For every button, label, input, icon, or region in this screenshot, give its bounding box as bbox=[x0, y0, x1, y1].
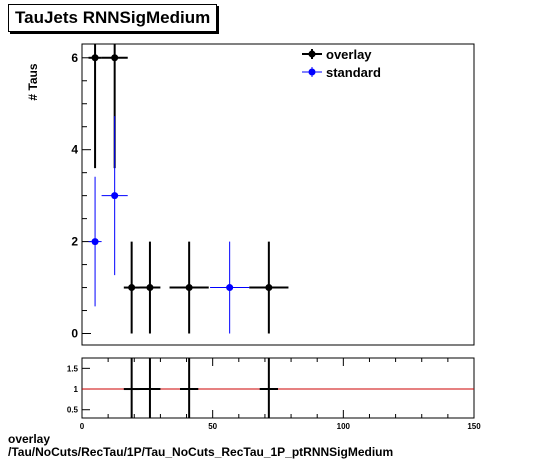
overlay-marker bbox=[146, 284, 154, 292]
footer-line-1: overlay bbox=[8, 432, 51, 446]
y-tick-label: 0 bbox=[71, 327, 78, 341]
main-data-marks bbox=[88, 44, 289, 334]
legend-marker bbox=[308, 50, 316, 58]
ratio-y-tick-label: 1.5 bbox=[67, 364, 79, 373]
legend-label: standard bbox=[326, 65, 381, 80]
main-plot-frame bbox=[81, 43, 475, 346]
y-tick-label: 6 bbox=[71, 51, 78, 65]
ratio-point bbox=[123, 358, 140, 418]
legend-entry-overlay: overlay bbox=[302, 47, 372, 62]
legend: overlay standard bbox=[302, 47, 381, 80]
overlay-point bbox=[169, 241, 209, 334]
overlay-point bbox=[139, 241, 161, 334]
plot-title: TauJets RNNSigMedium bbox=[8, 4, 218, 32]
standard-marker bbox=[226, 284, 234, 292]
standard-marker bbox=[91, 238, 99, 246]
ratio-y-tick-label: 1 bbox=[74, 385, 79, 394]
ratio-point bbox=[139, 358, 161, 418]
ratio-panel: 0.5 1 1.5 0 50 100 150 bbox=[67, 357, 481, 431]
ratio-axes: 0.5 1 1.5 0 50 100 150 bbox=[67, 358, 481, 431]
ratio-plot-frame bbox=[81, 357, 475, 419]
legend-label: overlay bbox=[326, 47, 372, 62]
overlay-marker bbox=[111, 54, 119, 62]
legend-marker bbox=[308, 68, 316, 76]
y-tick-label: 2 bbox=[71, 235, 78, 249]
ratio-y-tick-label: 0.5 bbox=[67, 406, 79, 415]
overlay-point bbox=[123, 241, 140, 334]
ratio-x-tick-label: 100 bbox=[337, 422, 351, 431]
standard-marker bbox=[111, 192, 119, 200]
footer: overlay /Tau/NoCuts/RecTau/1P/Tau_NoCuts… bbox=[8, 433, 393, 459]
ratio-x-tick-label: 0 bbox=[80, 422, 85, 431]
ratio-point bbox=[259, 358, 278, 418]
overlay-marker bbox=[185, 284, 193, 292]
y-axis-label: # Taus bbox=[26, 63, 40, 100]
standard-point bbox=[101, 116, 128, 276]
y-tick-label: 4 bbox=[71, 143, 78, 157]
overlay-marker bbox=[91, 54, 99, 62]
overlay-point bbox=[249, 241, 289, 334]
standard-point bbox=[88, 176, 102, 307]
overlay-marker bbox=[128, 284, 136, 292]
main-y-axis: 0 2 4 6 bbox=[71, 51, 91, 341]
ratio-x-tick-label: 50 bbox=[208, 422, 217, 431]
footer-line-2: /Tau/NoCuts/RecTau/1P/Tau_NoCuts_RecTau_… bbox=[8, 445, 394, 459]
overlay-point bbox=[88, 44, 102, 169]
legend-entry-standard: standard bbox=[302, 65, 381, 80]
main-panel: 0 2 4 6 # Taus overlay standard bbox=[26, 43, 475, 346]
overlay-marker bbox=[265, 284, 273, 292]
ratio-data-marks bbox=[123, 358, 278, 418]
ratio-x-tick-label: 150 bbox=[467, 422, 481, 431]
ratio-point bbox=[180, 358, 199, 418]
standard-point bbox=[210, 241, 250, 334]
